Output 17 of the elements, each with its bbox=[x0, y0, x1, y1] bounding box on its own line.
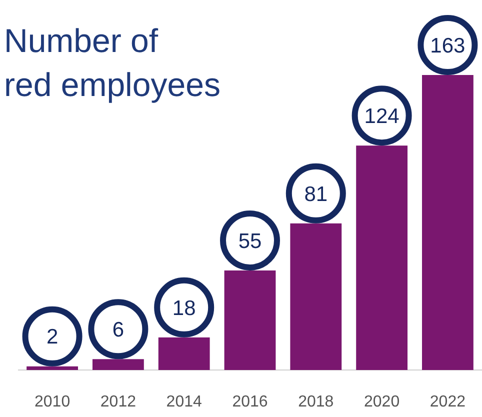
x-tick-label: 2022 bbox=[430, 393, 466, 410]
bar bbox=[26, 366, 78, 370]
x-tick-label: 2018 bbox=[298, 393, 334, 410]
x-tick-label: 2012 bbox=[100, 393, 136, 410]
data-label: 6 bbox=[112, 318, 124, 342]
data-label: 55 bbox=[238, 230, 262, 253]
data-label: 163 bbox=[430, 34, 466, 58]
data-label: 81 bbox=[304, 182, 328, 206]
x-tick-label: 2016 bbox=[232, 393, 268, 410]
x-tick-label: 2014 bbox=[166, 393, 202, 410]
x-tick-label: 2020 bbox=[364, 393, 400, 410]
x-tick-label: 2010 bbox=[34, 393, 70, 410]
chart-title: Number of red employees bbox=[4, 22, 220, 103]
data-label: 2 bbox=[46, 326, 58, 349]
data-label: 124 bbox=[364, 104, 400, 128]
bar bbox=[92, 359, 144, 370]
data-label: 18 bbox=[172, 296, 196, 320]
